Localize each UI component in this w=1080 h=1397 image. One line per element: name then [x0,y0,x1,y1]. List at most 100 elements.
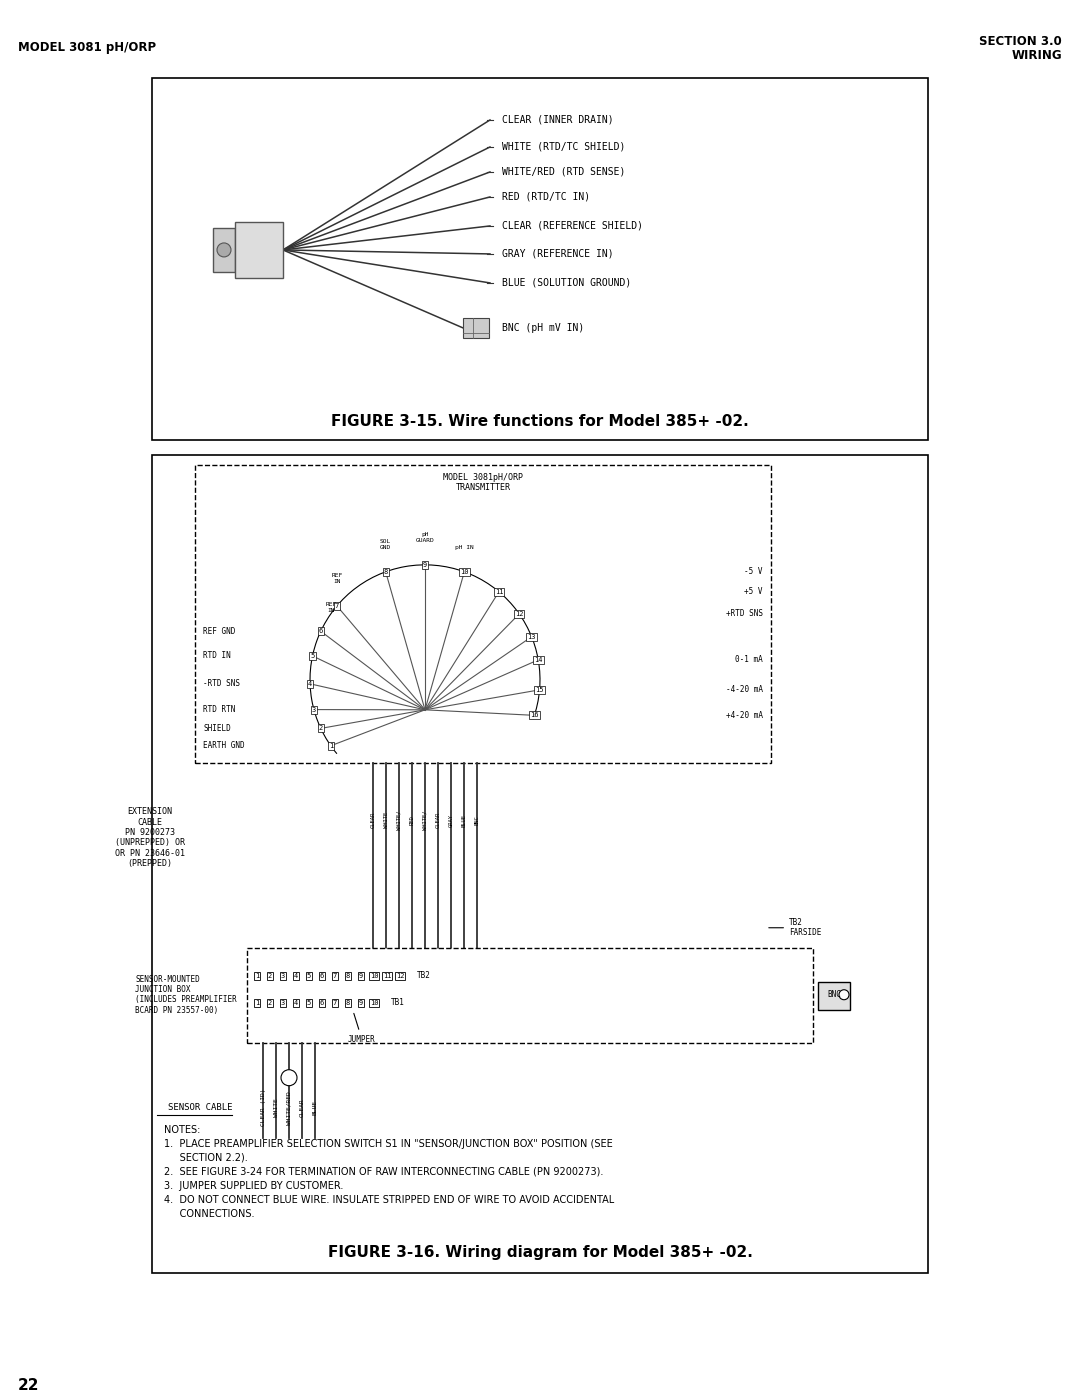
Text: 3: 3 [281,972,285,979]
Text: 10: 10 [369,1000,378,1006]
Text: RED (RTD/TC IN): RED (RTD/TC IN) [502,191,590,203]
Text: 12: 12 [515,610,524,617]
Text: REF
IN: REF IN [325,602,336,613]
Text: 1: 1 [328,743,333,749]
Text: 4: 4 [308,680,312,687]
Text: MODEL 3081pH/ORP
TRANSMITTER: MODEL 3081pH/ORP TRANSMITTER [443,472,523,492]
Text: -RTD SNS: -RTD SNS [203,679,240,689]
Circle shape [217,243,231,257]
Text: 6: 6 [319,629,323,634]
Text: 13: 13 [527,634,536,640]
Text: 5: 5 [310,652,314,659]
Text: 3: 3 [281,1000,285,1006]
Text: 0-1 mA: 0-1 mA [735,655,762,665]
Text: 3.  JUMPER SUPPLIED BY CUSTOMER.: 3. JUMPER SUPPLIED BY CUSTOMER. [164,1180,343,1190]
Circle shape [839,989,849,1000]
Text: EXTENSION
CABLE
PN 9200273
(UNPREPPED) OR
OR PN 23646-01
(PREPPED): EXTENSION CABLE PN 9200273 (UNPREPPED) O… [114,807,185,869]
Text: 9: 9 [359,1000,363,1006]
Text: 22: 22 [18,1377,40,1393]
Text: TB1: TB1 [391,999,405,1007]
Text: RED: RED [409,816,415,826]
Text: BNC: BNC [827,990,841,999]
Text: TB2: TB2 [417,971,431,981]
Text: 3: 3 [312,707,316,712]
Text: WHITE: WHITE [383,812,389,828]
Text: WHITE (RTD/TC SHIELD): WHITE (RTD/TC SHIELD) [502,142,625,152]
Text: MODEL 3081 pH/ORP: MODEL 3081 pH/ORP [18,42,157,54]
Text: 11: 11 [495,588,503,595]
Text: WHITE/RED: WHITE/RED [286,1091,292,1125]
Text: BLUE (SOLUTION GROUND): BLUE (SOLUTION GROUND) [502,278,631,288]
Text: 10: 10 [460,569,469,574]
Text: WHITE/: WHITE/ [396,810,402,830]
Text: 7: 7 [333,1000,337,1006]
Text: 12: 12 [395,972,404,979]
Bar [463,319,489,338]
Text: 8: 8 [346,972,350,979]
Text: JUMPER: JUMPER [348,1013,376,1044]
Text: pH IN: pH IN [455,545,474,550]
Text: SECTION 2.2).: SECTION 2.2). [164,1153,247,1162]
Text: CONNECTIONS.: CONNECTIONS. [164,1208,255,1218]
Text: -5 V: -5 V [744,567,762,577]
Text: 4: 4 [294,1000,298,1006]
Text: SOL
GND: SOL GND [380,539,391,550]
Text: 9: 9 [359,972,363,979]
Text: +4-20 mA: +4-20 mA [726,711,762,719]
Text: SECTION 3.0: SECTION 3.0 [980,35,1062,49]
Text: REF GND: REF GND [203,627,235,636]
Text: 7: 7 [333,972,337,979]
Text: FIGURE 3-16. Wiring diagram for Model 385+ -02.: FIGURE 3-16. Wiring diagram for Model 38… [327,1245,753,1260]
Text: WIRING: WIRING [1011,49,1062,63]
Text: 7: 7 [335,604,339,609]
Text: 16: 16 [530,712,539,718]
Text: 1: 1 [255,972,259,979]
Text: CLEAR: CLEAR [370,812,376,828]
Text: 8: 8 [346,1000,350,1006]
Text: pH
GUARD: pH GUARD [416,532,434,543]
Text: 2: 2 [319,725,323,732]
Bar [195,465,771,763]
Text: 15: 15 [536,687,544,693]
Text: CLEAR (INNER DRAIN): CLEAR (INNER DRAIN) [502,115,613,124]
Text: REF
IN: REF IN [332,573,342,584]
Bar [818,982,850,1010]
Text: 2: 2 [268,972,272,979]
Text: TB2
FARSIDE: TB2 FARSIDE [769,918,822,937]
Text: WHITE/RED (RTD SENSE): WHITE/RED (RTD SENSE) [502,168,625,177]
Text: GRAY (REFERENCE IN): GRAY (REFERENCE IN) [502,249,613,258]
Text: SENSOR CABLE: SENSOR CABLE [167,1104,232,1112]
Text: BLUE: BLUE [312,1101,318,1115]
Text: 1.  PLACE PREAMPLIFIER SELECTION SWITCH S1 IN "SENSOR/JUNCTION BOX" POSITION (SE: 1. PLACE PREAMPLIFIER SELECTION SWITCH S… [164,1139,612,1148]
Text: +5 V: +5 V [744,587,762,597]
Text: BLUE: BLUE [461,814,467,827]
Bar [213,228,235,272]
Text: SHIELD: SHIELD [203,724,231,733]
Text: CLEAR: CLEAR [299,1098,305,1118]
Text: SENSOR-MOUNTED
JUNCTION BOX
(INCLUDES PREAMPLIFIER
BCARD PN 23557-00): SENSOR-MOUNTED JUNCTION BOX (INCLUDES PR… [135,975,237,1014]
Text: 2.  SEE FIGURE 3-24 FOR TERMINATION OF RAW INTERCONNECTING CABLE (PN 9200273).: 2. SEE FIGURE 3-24 FOR TERMINATION OF RA… [164,1166,604,1176]
Text: BNC: BNC [474,816,480,826]
Text: 8: 8 [383,569,388,574]
Text: 6: 6 [320,1000,324,1006]
Text: -4-20 mA: -4-20 mA [726,686,762,694]
Text: 11: 11 [382,972,391,979]
Text: WHITE: WHITE [273,1098,279,1118]
Text: EARTH GND: EARTH GND [203,742,245,750]
Text: GRAY: GRAY [448,814,454,827]
Text: BNC (pH mV IN): BNC (pH mV IN) [502,323,584,332]
Text: 2: 2 [268,1000,272,1006]
Bar [152,455,928,1273]
Text: 10: 10 [369,972,378,979]
Bar [247,947,813,1042]
Text: CLEAR (REFERENCE SHIELD): CLEAR (REFERENCE SHIELD) [502,221,643,231]
Text: NOTES:: NOTES: [164,1125,201,1134]
Text: +RTD SNS: +RTD SNS [726,609,762,619]
Text: FIGURE 3-15. Wire functions for Model 385+ -02.: FIGURE 3-15. Wire functions for Model 38… [332,415,748,429]
Text: 6: 6 [320,972,324,979]
Text: WHITE/: WHITE/ [422,810,428,830]
Text: 5: 5 [307,1000,311,1006]
Bar [152,78,928,440]
Text: CLEAR: CLEAR [435,812,441,828]
Bar [235,222,283,278]
